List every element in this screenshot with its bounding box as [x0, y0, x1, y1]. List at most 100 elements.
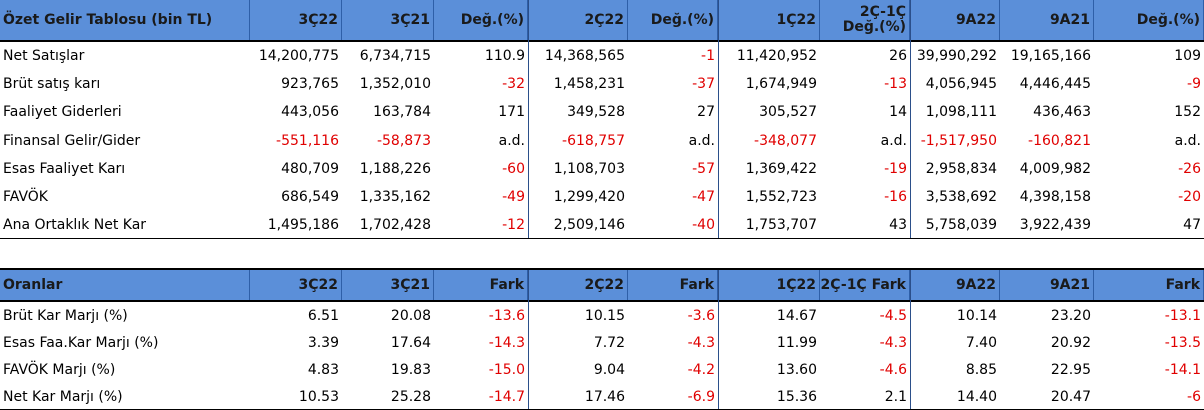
ratios-cell-c9a22: 14.40	[956, 388, 997, 405]
income-group-divider	[718, 0, 719, 240]
income-cell-c2q22: 1,108,703	[553, 160, 625, 177]
ratios-cell-c3q22: 10.53	[298, 388, 339, 405]
income-cell-chg1: -32	[502, 76, 525, 93]
ratios-cell-c3q22: 6.51	[307, 307, 339, 324]
income-cell-chg4: -26	[1178, 160, 1201, 177]
income-cell-chg3: 14	[889, 104, 907, 121]
income-header-c9a21: 9A21	[1000, 0, 1094, 40]
income-cell-c9a22: 3,538,692	[925, 189, 997, 206]
ratios-cell-chg1: -15.0	[488, 361, 525, 378]
income-cell-c9a21: 4,009,982	[1019, 160, 1091, 177]
income-header-border	[0, 40, 1204, 42]
income-cell-c9a21: 4,398,158	[1019, 189, 1091, 206]
ratios-cell-chg4: -13.1	[1164, 307, 1201, 324]
ratios-cell-chg2: -4.3	[687, 334, 715, 351]
income-cell-chg1: 110.9	[484, 48, 525, 65]
income-cell-c3q21: 163,784	[373, 104, 431, 121]
income-cell-c2q22: 14,368,565	[544, 48, 625, 65]
income-cell-label: Net Satışlar	[3, 48, 85, 65]
income-cell-c1q22: 305,527	[759, 104, 817, 121]
income-cell-c9a22: 5,758,039	[925, 217, 997, 234]
ratios-cell-c1q22: 14.67	[776, 307, 817, 324]
ratios-cell-chg2: -3.6	[687, 307, 715, 324]
income-cell-chg2: -57	[692, 160, 715, 177]
ratios-cell-c1q22: 11.99	[776, 334, 817, 351]
ratios-cell-chg3: -4.5	[879, 307, 907, 324]
income-cell-c3q21: 1,188,226	[359, 160, 431, 177]
income-cell-c1q22: -348,077	[754, 132, 817, 149]
income-table-row: FAVÖK 686,549 1,335,162 -49 1,299,420 -47 1,55…	[0, 183, 1204, 211]
income-cell-c2q22: 2,509,146	[553, 217, 625, 234]
ratios-cell-chg1: -14.7	[488, 388, 525, 405]
income-cell-c9a21: 4,446,445	[1019, 76, 1091, 93]
income-header-c2q22: 2Ç22	[528, 0, 628, 40]
income-cell-c3q22: 14,200,775	[258, 48, 339, 65]
ratios-cell-c9a21: 22.95	[1050, 361, 1091, 378]
income-cell-chg1: -49	[502, 189, 525, 206]
income-header-chg3: 2Ç-1Ç Değ.(%)	[820, 0, 910, 40]
income-cell-chg3: 26	[889, 48, 907, 65]
income-header-c1q22: 1Ç22	[718, 0, 820, 40]
header-line-1: 2Ç-1Ç	[859, 4, 906, 20]
income-cell-chg2: a.d.	[688, 132, 715, 149]
ratios-header-chg4: Fark	[1094, 270, 1204, 300]
income-cell-label: Ana Ortaklık Net Kar	[3, 217, 147, 234]
income-cell-c1q22: 1,753,707	[745, 217, 817, 234]
ratios-header-border	[0, 300, 1204, 302]
income-cell-chg4: 109	[1174, 48, 1201, 65]
ratios-cell-c2q22: 10.15	[584, 307, 625, 324]
income-cell-chg1: -60	[502, 160, 525, 177]
income-header-c9a22: 9A22	[910, 0, 1000, 40]
income-cell-label: FAVÖK	[3, 189, 48, 206]
ratios-cell-c9a21: 20.92	[1050, 334, 1091, 351]
income-table-row: Finansal Gelir/Gider -551,116 -58,873 a.d. -…	[0, 127, 1204, 155]
ratios-header-c2q22: 2Ç22	[528, 270, 628, 300]
income-cell-c9a22: 39,990,292	[916, 48, 997, 65]
ratios-cell-c1q22: 13.60	[776, 361, 817, 378]
income-cell-chg4: -9	[1187, 76, 1201, 93]
ratios-cell-c3q22: 3.39	[307, 334, 339, 351]
income-cell-c3q22: 480,709	[281, 160, 339, 177]
ratios-cell-chg2: -4.2	[687, 361, 715, 378]
income-cell-chg2: -40	[692, 217, 715, 234]
ratios-table-row: Brüt Kar Marjı (%) 6.51 20.08 -13.6 10.15 -3.…	[0, 302, 1204, 329]
ratios-header-c9a21: 9A21	[1000, 270, 1094, 300]
income-cell-c3q22: 923,765	[281, 76, 339, 93]
ratios-cell-chg4: -6	[1187, 388, 1201, 405]
ratios-header-c3q22: 3Ç22	[250, 270, 342, 300]
income-group-divider	[910, 0, 911, 240]
income-cell-c3q21: 1,702,428	[359, 217, 431, 234]
income-cell-chg3: -13	[884, 76, 907, 93]
income-cell-c9a21: 3,922,439	[1019, 217, 1091, 234]
income-cell-c1q22: 1,674,949	[745, 76, 817, 93]
income-cell-chg4: -20	[1178, 189, 1201, 206]
ratios-cell-chg1: -14.3	[488, 334, 525, 351]
ratios-cell-chg4: -14.1	[1164, 361, 1201, 378]
ratios-cell-c3q21: 19.83	[390, 361, 431, 378]
income-cell-c9a22: 2,958,834	[925, 160, 997, 177]
income-header-chg1: Değ.(%)	[434, 0, 528, 40]
income-header-row: Özet Gelir Tablosu (bin TL) 3Ç22 3Ç21 Değ.(…	[0, 0, 1204, 40]
income-cell-c2q22: 349,528	[567, 104, 625, 121]
income-cell-c9a22: 1,098,111	[925, 104, 997, 121]
income-cell-label: Finansal Gelir/Gider	[3, 132, 141, 149]
ratios-cell-c2q22: 9.04	[593, 361, 625, 378]
ratios-cell-c2q22: 7.72	[593, 334, 625, 351]
income-cell-c2q22: 1,458,231	[553, 76, 625, 93]
ratios-cell-c2q22: 17.46	[584, 388, 625, 405]
income-cell-c3q22: 443,056	[281, 104, 339, 121]
income-header-chg2: Değ.(%)	[628, 0, 718, 40]
income-bottom-border	[0, 238, 1204, 240]
ratios-cell-chg4: -13.5	[1164, 334, 1201, 351]
income-cell-c9a21: 436,463	[1033, 104, 1091, 121]
ratios-header-chg3: 2Ç-1Ç Fark	[820, 270, 910, 300]
ratios-cell-c9a22: 8.85	[965, 361, 997, 378]
income-header-c3q21: 3Ç21	[342, 0, 434, 40]
income-cell-chg4: 152	[1174, 104, 1201, 121]
income-table-row: Brüt satış karı 923,765 1,352,010 -32 1,458,…	[0, 70, 1204, 98]
ratios-cell-chg3: -4.6	[879, 361, 907, 378]
income-cell-c1q22: 11,420,952	[736, 48, 817, 65]
income-cell-c9a21: -160,821	[1028, 132, 1091, 149]
income-cell-chg1: a.d.	[498, 132, 525, 149]
ratios-header-row: Oranlar 3Ç22 3Ç21 Fark 2Ç22 Fark 1Ç22 2Ç-1Ç Far…	[0, 270, 1204, 300]
